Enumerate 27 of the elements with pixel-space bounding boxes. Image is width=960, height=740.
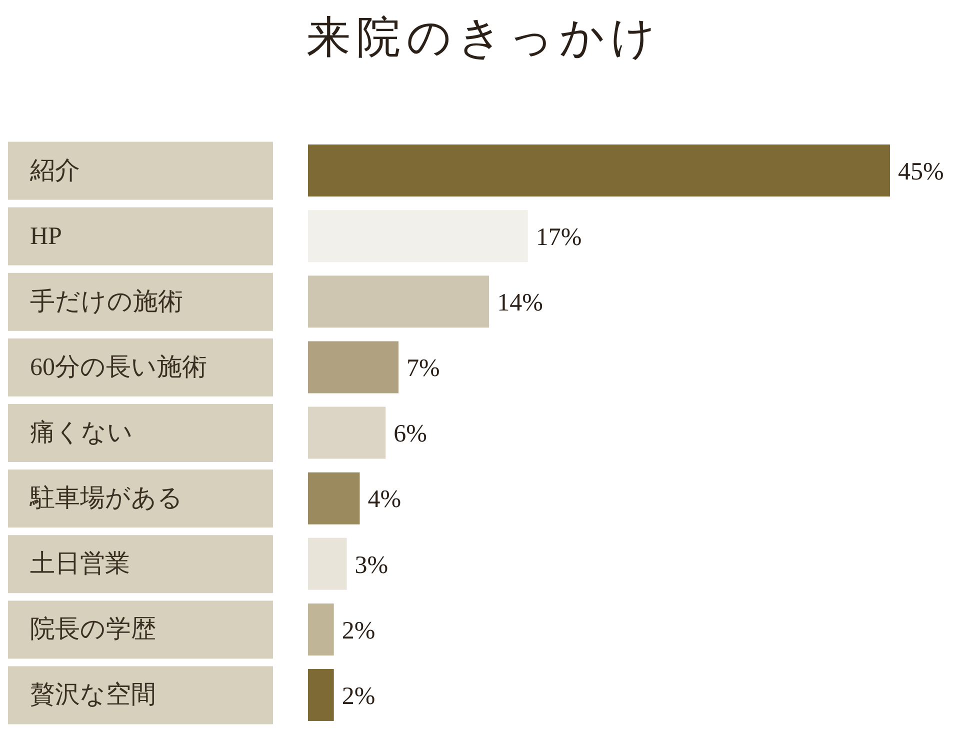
bar — [308, 669, 334, 721]
data-label: 17% — [536, 224, 582, 251]
bar — [308, 276, 490, 328]
data-label: 2% — [342, 617, 376, 644]
y-tick-label: 痛くない — [30, 420, 133, 446]
data-label: 7% — [406, 355, 440, 382]
bar — [308, 406, 386, 459]
y-tick-label: 駐車場がある — [29, 485, 183, 512]
bar — [308, 341, 399, 394]
data-label: 3% — [354, 552, 388, 579]
data-label: 45% — [898, 158, 944, 186]
bar — [308, 538, 347, 590]
bar — [308, 472, 360, 524]
data-label: 6% — [394, 420, 427, 448]
y-tick-label: HP — [30, 222, 62, 250]
y-tick-label: 院長の学歴 — [30, 616, 156, 644]
data-label: 4% — [368, 486, 402, 514]
y-tick-label: 贅沢な空間 — [30, 680, 156, 709]
y-tick-label: 土日営業 — [30, 550, 130, 578]
y-tick-label: 60分の長い施術 — [30, 354, 207, 381]
data-label: 14% — [497, 290, 543, 317]
y-tick-label: 手だけの施術 — [30, 288, 183, 316]
bar — [308, 144, 890, 197]
chart-title: 来院のきっかけ — [306, 12, 662, 64]
data-label: 2% — [342, 682, 376, 710]
y-tick-label: 紹介 — [29, 157, 80, 184]
bar — [308, 603, 334, 656]
